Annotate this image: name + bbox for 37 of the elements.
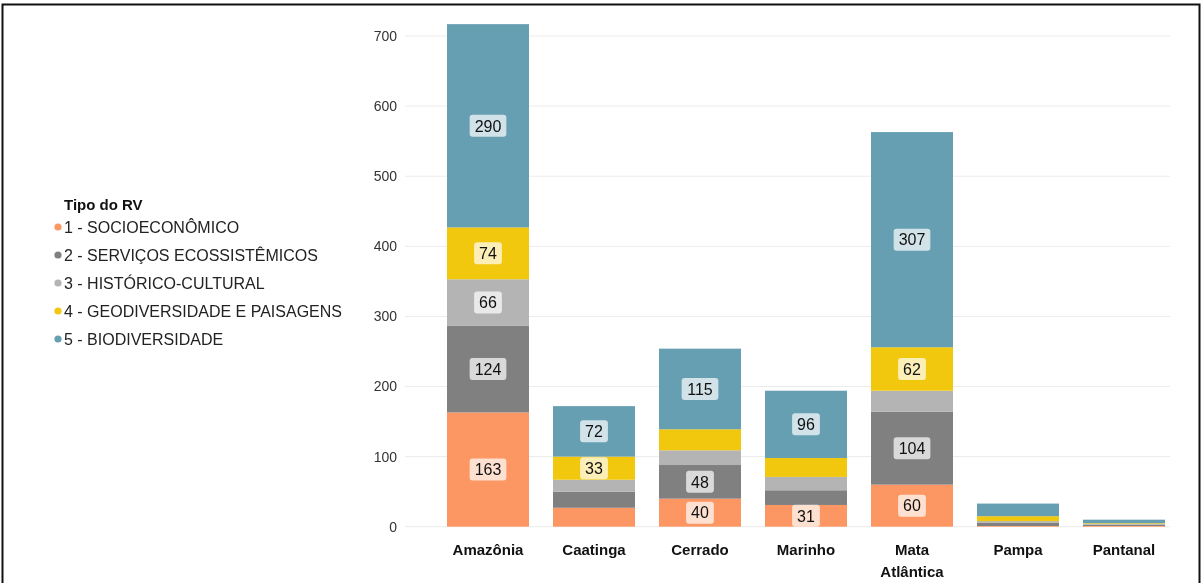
data-label: 163 — [474, 461, 502, 479]
x-tick-label: Pantanal — [1092, 541, 1156, 558]
data-label: 48 — [691, 473, 709, 491]
data-label: 66 — [479, 294, 497, 312]
y-tick-label: 500 — [373, 168, 398, 185]
y-tick-label: 200 — [373, 378, 398, 395]
legend-label: 2 - SERVIÇOS ECOSSISTÊMICOS — [64, 245, 318, 264]
data-label: 124 — [474, 360, 502, 378]
x-tick-label: Amazônia — [452, 541, 525, 558]
y-tick-label: 0 — [389, 518, 398, 535]
data-label: 104 — [898, 439, 926, 457]
data-label: 72 — [585, 423, 603, 441]
data-label: 115 — [687, 380, 713, 398]
legend-title: Tipo do RV — [64, 196, 143, 213]
legend-label: 5 - BIODIVERSIDADE — [64, 330, 224, 348]
x-tick-label: Cerrado — [671, 541, 729, 558]
x-tick-label: Pampa — [993, 541, 1044, 558]
y-tick-label: 700 — [373, 27, 398, 44]
data-label: 31 — [797, 507, 815, 525]
data-label: 96 — [797, 416, 815, 434]
y-tick-label: 600 — [373, 98, 398, 115]
legend-label: 4 - GEODIVERSIDADE E PAISAGENS — [64, 302, 342, 320]
y-tick-label: 100 — [373, 448, 398, 465]
y-tick-label: 300 — [373, 308, 398, 325]
data-label: 307 — [898, 231, 926, 249]
x-tick-label: Mata Atlântica — [880, 541, 945, 580]
data-label: 62 — [903, 360, 921, 378]
x-tick-label: Marinho — [776, 541, 836, 558]
legend-label: 1 - SOCIOECONÔMICO — [64, 217, 240, 236]
data-label: 40 — [691, 504, 709, 522]
data-label: 33 — [585, 459, 603, 477]
y-tick-label: 400 — [373, 238, 398, 255]
data-label: 290 — [474, 117, 502, 135]
data-label: 60 — [903, 497, 921, 515]
x-tick-label: Caatinga — [562, 541, 627, 558]
data-label: 74 — [479, 245, 497, 263]
legend-label: 3 - HISTÓRICO-CULTURAL — [64, 273, 265, 292]
